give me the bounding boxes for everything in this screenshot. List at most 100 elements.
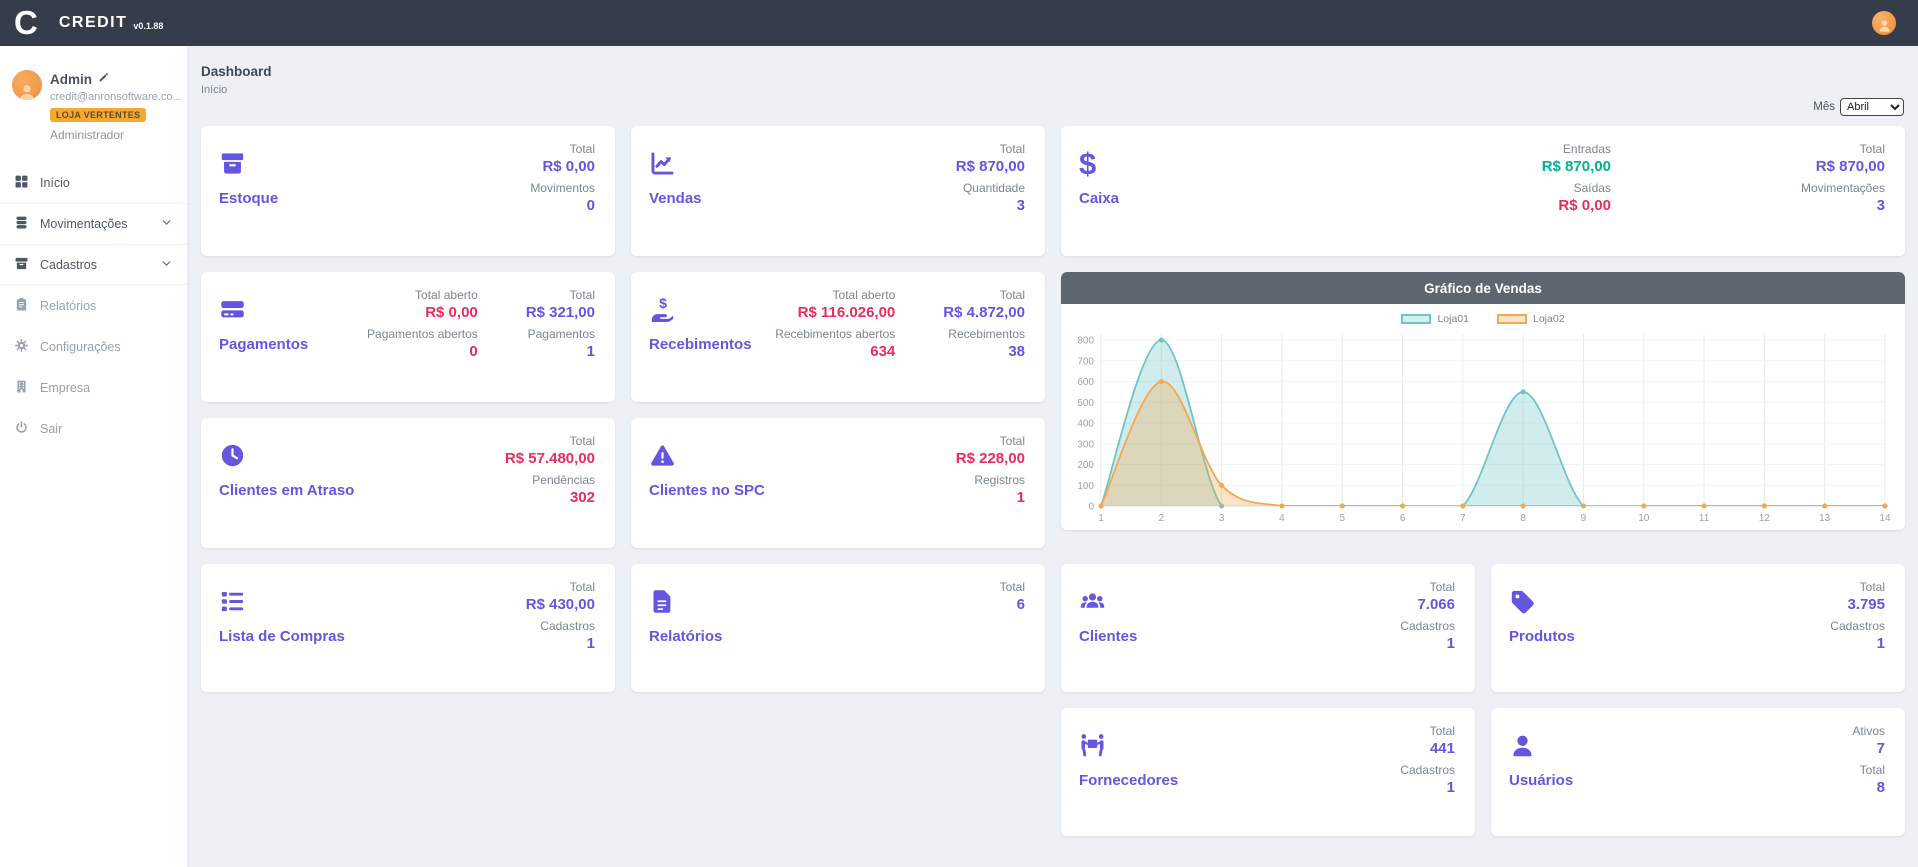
stat-value: 1 <box>587 635 595 652</box>
stat-label: Total <box>1000 142 1025 156</box>
user-icon <box>1509 732 1537 760</box>
stat-value: R$ 870,00 <box>1542 158 1611 175</box>
card-vendas[interactable]: Vendas Total R$ 870,00 Quantidade 3 <box>631 126 1045 256</box>
stat-label: Recebimentos <box>948 327 1025 341</box>
stat-value: R$ 321,00 <box>526 304 595 321</box>
stat-label: Pagamentos abertos <box>367 327 478 341</box>
stat-label: Cadastros <box>540 619 595 633</box>
sidebar-item-relatorios[interactable]: Relatórios <box>0 285 187 326</box>
stat-value: R$ 57.480,00 <box>505 450 595 467</box>
page-title: Dashboard <box>201 64 1918 79</box>
topbar: C CREDIT v0.1.88 <box>0 0 1918 46</box>
stat-label: Total <box>570 288 595 302</box>
card-lista-compras[interactable]: Lista de ComprasTotalR$ 430,00Cadastros1 <box>201 564 615 692</box>
stat-label: Entradas <box>1563 142 1611 156</box>
card-stats: Total R$ 870,00 Quantidade 3 <box>956 142 1025 214</box>
card-relatorios[interactable]: RelatóriosTotal6 <box>631 564 1045 692</box>
stat-column: Total3.795Cadastros1 <box>1830 580 1885 652</box>
stat-label: Pendências <box>532 473 595 487</box>
stat-label: Total <box>1860 580 1885 594</box>
tag-icon <box>1509 588 1537 616</box>
stat-value: 38 <box>1008 343 1025 360</box>
app-logo: C <box>14 0 37 46</box>
chevron-down-icon <box>160 257 173 273</box>
topbar-user-avatar[interactable] <box>1872 11 1896 35</box>
sidebar-item-sair[interactable]: Sair <box>0 408 187 449</box>
card-title[interactable]: Recebimentos <box>649 336 752 353</box>
card-usuarios[interactable]: UsuáriosAtivos7Total8 <box>1491 708 1905 836</box>
main-content: Dashboard Início Mês Abril EstoqueTotalR… <box>187 46 1918 867</box>
stat-value: 1 <box>1447 779 1455 796</box>
card-title[interactable]: Clientes <box>1079 628 1137 645</box>
card-fornecedores[interactable]: FornecedoresTotal441Cadastros1 <box>1061 708 1475 836</box>
month-select[interactable]: Abril <box>1840 98 1904 116</box>
credit-card-icon <box>219 296 247 324</box>
card-stats: Total R$ 228,00 Registros 1 <box>956 434 1025 506</box>
card-caixa[interactable]: $CaixaEntradasR$ 870,00SaídasR$ 0,00Tota… <box>1061 126 1905 256</box>
grid-icon <box>14 174 29 192</box>
card-recebimentos[interactable]: $RecebimentosTotal abertoR$ 116.026,00Re… <box>631 272 1045 402</box>
stat-value: R$ 870,00 <box>956 158 1025 175</box>
sidebar-item-configuracoes[interactable]: Configurações <box>0 326 187 367</box>
sidebar-item-empresa[interactable]: Empresa <box>0 367 187 408</box>
card-clientes[interactable]: ClientesTotal7.066Cadastros1 <box>1061 564 1475 692</box>
user-avatar <box>12 70 42 100</box>
legend-item-loja02[interactable]: Loja02 <box>1497 313 1565 325</box>
card-clientes-spc[interactable]: Clientes no SPC Total R$ 228,00 Registros 1 <box>631 418 1045 548</box>
stat-value: R$ 870,00 <box>1816 158 1885 175</box>
stat-label: Quantidade <box>963 181 1025 195</box>
stat-label: Cadastros <box>1400 763 1455 777</box>
card-title[interactable]: Pagamentos <box>219 336 308 353</box>
app-version: v0.1.88 <box>133 21 163 31</box>
stat-column: TotalR$ 0,00Movimentos0 <box>530 142 595 214</box>
stat-label: Total <box>1860 142 1885 156</box>
sidebar-item-movimentacoes[interactable]: Movimentações <box>0 203 187 244</box>
svg-text:400: 400 <box>1077 419 1094 430</box>
stat-value: 3 <box>1017 197 1025 214</box>
card-title[interactable]: Fornecedores <box>1079 772 1178 789</box>
stat-value: R$ 4.872,00 <box>943 304 1025 321</box>
stat-value: 441 <box>1430 740 1455 757</box>
stat-label: Ativos <box>1852 724 1885 738</box>
card-title[interactable]: Clientes no SPC <box>649 482 765 499</box>
card-title[interactable]: Usuários <box>1509 772 1573 789</box>
edit-profile-icon[interactable] <box>98 70 109 88</box>
user-email: credit@anronsoftware.co... <box>50 91 177 103</box>
stat-value: R$ 228,00 <box>956 450 1025 467</box>
legend-label: Loja02 <box>1533 313 1565 325</box>
card-clientes-atraso[interactable]: Clientes em AtrasoTotalR$ 57.480,00Pendê… <box>201 418 615 548</box>
stat-label: Registros <box>974 473 1025 487</box>
card-estoque[interactable]: Estoque TotalR$ 0,00Movimentos0 <box>201 126 615 256</box>
stat-label: Total aberto <box>415 288 478 302</box>
legend-swatch <box>1401 314 1431 324</box>
stat-value: 1 <box>1017 489 1025 506</box>
svg-text:3: 3 <box>1219 513 1225 524</box>
card-produtos[interactable]: Produtos Total3.795Cadastros1 <box>1491 564 1905 692</box>
sidebar-item-cadastros[interactable]: Cadastros <box>0 244 187 285</box>
sidebar-nav: InícioMovimentaçõesCadastrosRelatóriosCo… <box>0 162 187 449</box>
dollar-icon: $ <box>1079 150 1107 178</box>
card-title[interactable]: Lista de Compras <box>219 628 345 645</box>
stat-column: Total abertoR$ 116.026,00Recebimentos ab… <box>775 288 895 360</box>
database-icon <box>14 215 29 233</box>
chart-line-icon <box>649 150 677 178</box>
stat-value: 7 <box>1877 740 1885 757</box>
card-title[interactable]: Caixa <box>1079 190 1119 207</box>
card-title[interactable]: Produtos <box>1509 628 1575 645</box>
card-stats: Total abertoR$ 0,00Pagamentos abertos0To… <box>367 288 595 360</box>
chart-legend: Loja01 Loja02 <box>1061 313 1905 325</box>
card-stats: TotalR$ 57.480,00Pendências302 <box>505 434 595 506</box>
store-badge: LOJA VERTENTES <box>50 108 146 122</box>
clock-icon <box>219 442 247 470</box>
stat-column: TotalR$ 321,00Pagamentos1 <box>526 288 595 360</box>
legend-item-loja01[interactable]: Loja01 <box>1401 313 1469 325</box>
stat-value: R$ 0,00 <box>542 158 595 175</box>
card-title[interactable]: Vendas <box>649 190 702 207</box>
card-title[interactable]: Clientes em Atraso <box>219 482 354 499</box>
card-title[interactable]: Relatórios <box>649 628 722 645</box>
stat-value: 1 <box>587 343 595 360</box>
card-title[interactable]: Estoque <box>219 190 278 207</box>
card-pagamentos[interactable]: Pagamentos Total abertoR$ 0,00Pagamentos … <box>201 272 615 402</box>
stat-label: Total <box>1000 434 1025 448</box>
sidebar-item-inicio[interactable]: Início <box>0 162 187 203</box>
